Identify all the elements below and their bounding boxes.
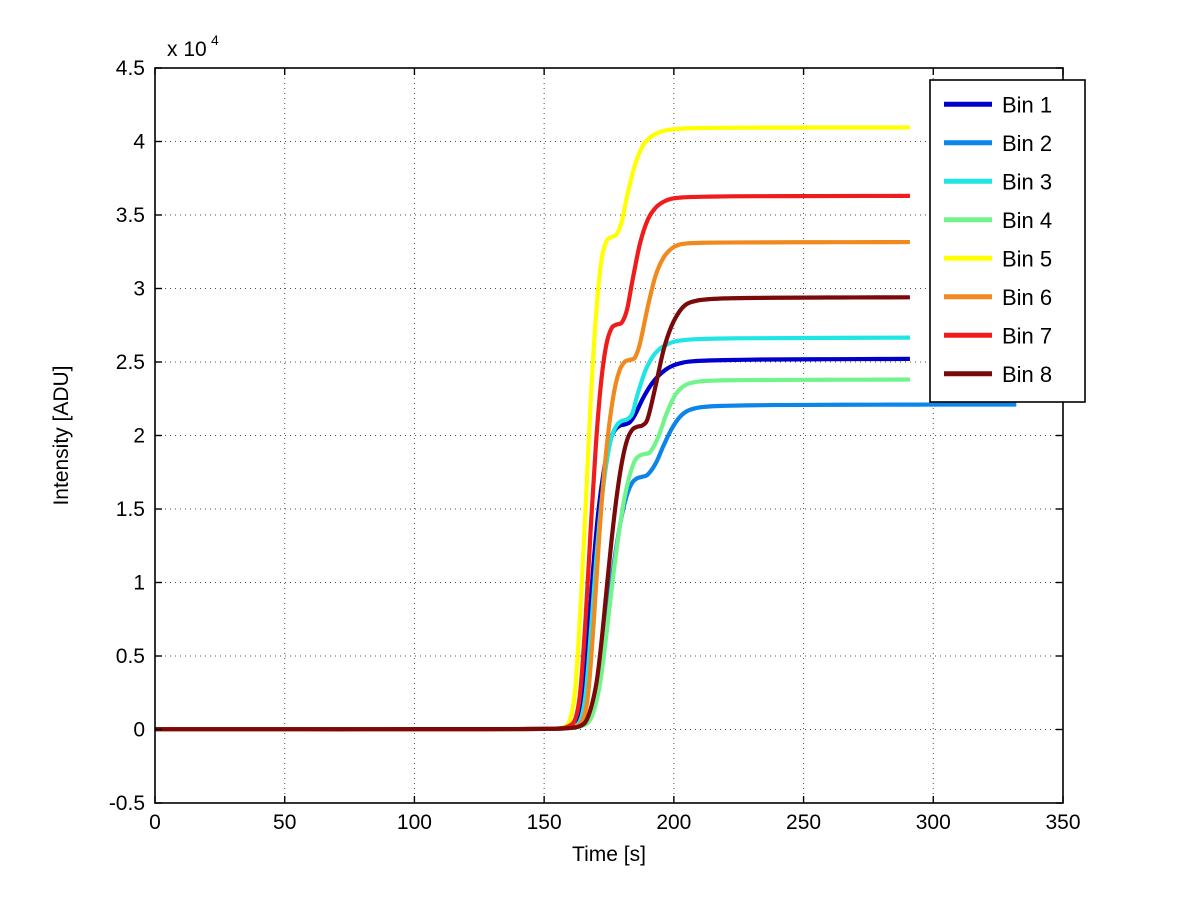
legend[interactable]: Bin 1 Bin 2 Bin 3 Bin 4 Bin 5 Bin 6 Bin 7 Bin 8 xyxy=(929,79,1086,403)
legend-label-bin-2[interactable]: Bin 2 xyxy=(1002,131,1052,156)
legend-label-bin-1[interactable]: Bin 1 xyxy=(1002,92,1052,117)
x-tick-label: 350 xyxy=(1045,811,1080,834)
x-tick-label: 250 xyxy=(786,811,821,834)
y-tick-label: 1.5 xyxy=(116,498,145,521)
legend-box xyxy=(929,79,1086,403)
y-tick-label: 3.5 xyxy=(116,204,145,227)
series-line-bin-8[interactable] xyxy=(155,295,910,732)
y-tick-label: 3 xyxy=(133,278,145,301)
legend-label-bin-7[interactable]: Bin 7 xyxy=(1002,323,1052,348)
y-tick-labels: -0.5 0 0.5 1 1.5 2 2.5 3 3.5 4 4.5 xyxy=(109,57,146,815)
x-tick-labels: 0 50 100 150 200 250 300 350 xyxy=(149,811,1080,834)
x-tick-label: 100 xyxy=(397,811,432,834)
y-exponent-annotation: x 10 4 xyxy=(167,32,219,61)
y-tick-label: 2 xyxy=(133,425,145,448)
y-tick-label: 4 xyxy=(133,131,145,154)
y-tick-label: 1 xyxy=(133,572,145,595)
legend-label-bin-6[interactable]: Bin 6 xyxy=(1002,285,1052,310)
legend-label-bin-3[interactable]: Bin 3 xyxy=(1002,169,1052,194)
y-exponent-power: 4 xyxy=(211,32,219,48)
y-tick-label: 2.5 xyxy=(116,351,145,374)
x-tick-label: 0 xyxy=(149,811,161,834)
tick-marks xyxy=(154,67,1064,804)
x-axis-title: Time [s] xyxy=(572,843,646,866)
legend-label-bin-4[interactable]: Bin 4 xyxy=(1002,208,1052,233)
y-tick-label: 0.5 xyxy=(116,645,145,668)
x-tick-label: 200 xyxy=(656,811,691,834)
y-tick-label: 0 xyxy=(133,719,145,742)
legend-label-bin-8[interactable]: Bin 8 xyxy=(1002,362,1052,387)
legend-label-bin-5[interactable]: Bin 5 xyxy=(1002,246,1052,271)
x-tick-label: 50 xyxy=(273,811,296,834)
y-tick-label: 4.5 xyxy=(116,57,145,80)
y-axis-title: Intensity [ADU] xyxy=(50,365,73,505)
y-tick-label: -0.5 xyxy=(109,792,145,815)
x-tick-label: 150 xyxy=(527,811,562,834)
y-exponent-base: x 10 xyxy=(167,38,207,61)
data-series-group[interactable] xyxy=(155,125,1017,732)
x-tick-label: 300 xyxy=(916,811,951,834)
